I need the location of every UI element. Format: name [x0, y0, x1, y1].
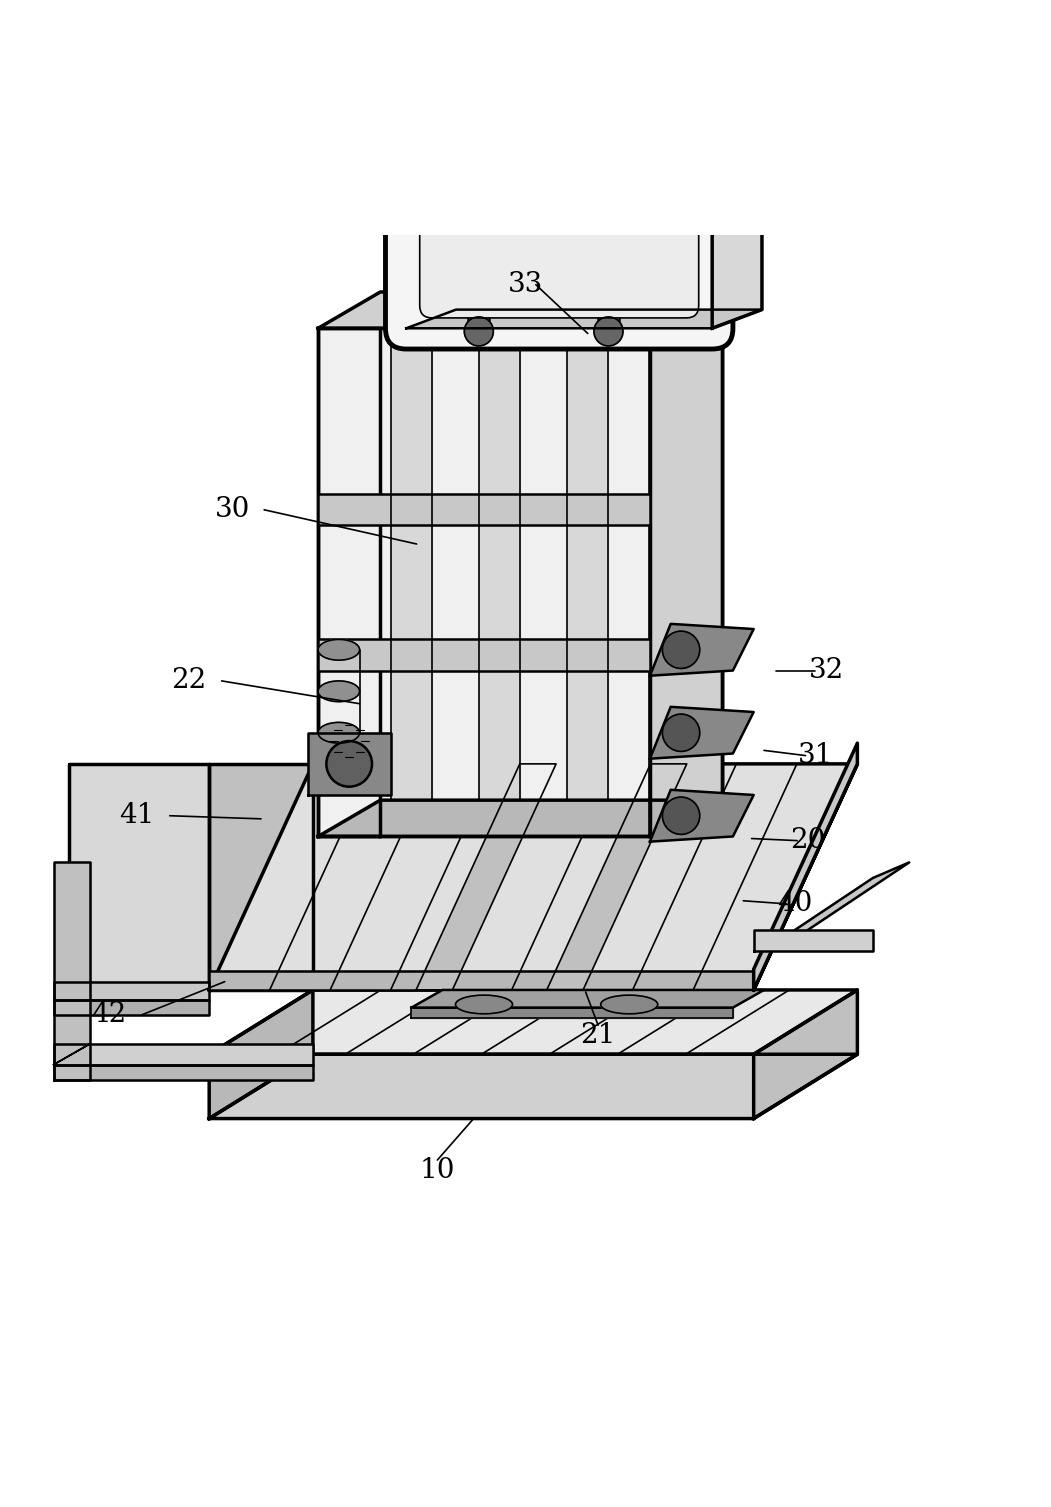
Text: 42: 42	[91, 1001, 126, 1028]
Polygon shape	[54, 1001, 209, 1014]
Polygon shape	[650, 790, 754, 841]
Polygon shape	[416, 764, 556, 990]
Polygon shape	[650, 329, 722, 836]
Polygon shape	[209, 972, 754, 990]
Ellipse shape	[318, 639, 359, 660]
Text: 40: 40	[778, 891, 812, 918]
Ellipse shape	[601, 995, 658, 1014]
Polygon shape	[69, 764, 209, 990]
Polygon shape	[713, 118, 762, 329]
Polygon shape	[411, 1008, 733, 1017]
Polygon shape	[754, 990, 858, 1118]
Polygon shape	[380, 329, 722, 836]
Polygon shape	[547, 764, 686, 990]
Polygon shape	[209, 764, 858, 990]
Polygon shape	[391, 329, 432, 800]
Text: 30: 30	[215, 496, 251, 523]
FancyBboxPatch shape	[419, 146, 699, 318]
Polygon shape	[318, 329, 380, 836]
Polygon shape	[209, 764, 313, 990]
Polygon shape	[764, 862, 909, 951]
Text: 31: 31	[798, 741, 833, 769]
Circle shape	[662, 797, 700, 835]
FancyBboxPatch shape	[386, 116, 733, 350]
Circle shape	[465, 316, 493, 347]
Circle shape	[662, 714, 700, 752]
Polygon shape	[411, 990, 764, 1008]
Text: 21: 21	[580, 1022, 616, 1049]
Polygon shape	[479, 329, 520, 800]
Ellipse shape	[318, 681, 359, 702]
Polygon shape	[318, 639, 650, 671]
Polygon shape	[54, 1044, 90, 1064]
Text: 10: 10	[419, 1157, 455, 1185]
Polygon shape	[308, 732, 391, 796]
Polygon shape	[407, 309, 762, 329]
Polygon shape	[209, 990, 313, 1118]
Polygon shape	[598, 292, 619, 339]
Text: 33: 33	[508, 271, 543, 298]
Polygon shape	[54, 862, 90, 1081]
Polygon shape	[318, 329, 650, 836]
Polygon shape	[318, 800, 722, 836]
Polygon shape	[318, 494, 650, 526]
Ellipse shape	[455, 995, 513, 1014]
Polygon shape	[566, 329, 609, 800]
Polygon shape	[469, 292, 489, 339]
Circle shape	[594, 316, 623, 347]
Polygon shape	[754, 764, 858, 990]
Polygon shape	[209, 990, 858, 1055]
Polygon shape	[318, 292, 722, 329]
Polygon shape	[650, 707, 754, 758]
Polygon shape	[54, 981, 209, 1001]
Polygon shape	[754, 743, 858, 990]
Text: 41: 41	[119, 802, 154, 829]
Text: 20: 20	[790, 827, 825, 854]
Text: 32: 32	[808, 657, 844, 684]
Ellipse shape	[318, 722, 359, 743]
Polygon shape	[54, 1044, 313, 1064]
Polygon shape	[754, 930, 873, 951]
Circle shape	[662, 631, 700, 669]
Text: 22: 22	[171, 668, 206, 695]
Polygon shape	[209, 1055, 858, 1118]
Polygon shape	[54, 1064, 313, 1081]
Circle shape	[327, 741, 372, 787]
Polygon shape	[650, 624, 754, 675]
